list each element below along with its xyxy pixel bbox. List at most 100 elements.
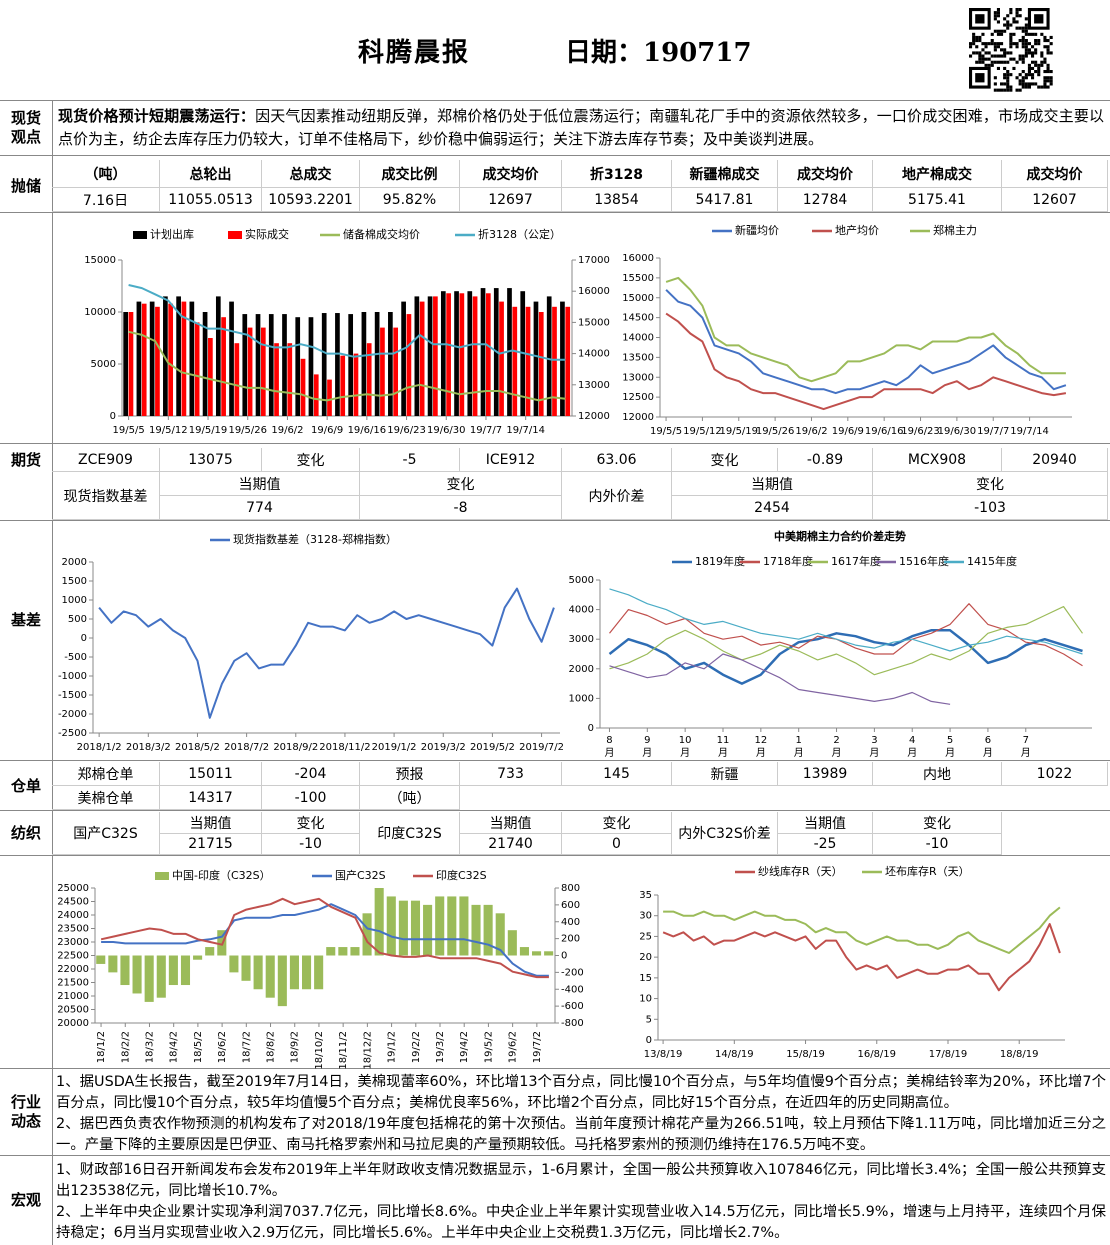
basis-section [0, 520, 1110, 760]
table-cell: 20940 [1002, 448, 1108, 472]
qr-module [1003, 54, 1007, 58]
qr-module [1021, 82, 1025, 86]
table-cell: 美棉仓单 [52, 786, 160, 810]
qr-module [987, 42, 991, 46]
table-cell: 13989 [778, 762, 873, 786]
table-cell: 12607 [1002, 188, 1108, 212]
qr-module [1012, 17, 1016, 21]
table-cell: 印度C32S [360, 812, 460, 855]
qr-module [1024, 26, 1028, 30]
table-cell: -5 [360, 448, 460, 472]
qr-module [1012, 66, 1016, 70]
qr-module [1046, 66, 1050, 70]
qr-module [987, 51, 991, 55]
qr-module [1009, 88, 1013, 92]
section-label: 纺织 [10, 824, 41, 842]
qr-module [1006, 70, 1010, 74]
table-cell: 现货指数基差 [52, 472, 160, 520]
qr-module [993, 29, 997, 33]
qr-module [987, 63, 991, 67]
qr-module [1003, 17, 1007, 21]
table-cell: -8 [360, 496, 562, 520]
qr-module [996, 11, 1000, 15]
qr-module [990, 39, 994, 43]
qr-module [1003, 66, 1007, 70]
qr-module [969, 54, 973, 58]
qr-module [1034, 32, 1038, 36]
qr-module [1024, 48, 1028, 52]
qr-finder [1034, 14, 1044, 24]
table-cell: 地产棉成交 [873, 160, 1002, 188]
table-cell: 2454 [672, 496, 873, 520]
qr-module [1046, 39, 1050, 43]
qr-module [1015, 26, 1019, 30]
section-label: 期货 [10, 450, 41, 469]
qr-module [1012, 42, 1016, 46]
qr-module [1009, 73, 1013, 77]
macro-section [0, 1155, 1110, 1245]
qr-module [1009, 35, 1013, 39]
qr-module [1018, 79, 1022, 83]
qr-module [1018, 57, 1022, 61]
qr-module [1027, 48, 1031, 52]
qr-module [1012, 32, 1016, 36]
qr-module [978, 60, 982, 64]
qr-module [972, 39, 976, 43]
table-cell: 成交均价 [460, 160, 562, 188]
qr-module [1006, 51, 1010, 55]
table-cell: -0.89 [778, 448, 873, 472]
qr-module [1049, 35, 1053, 39]
table-cell: 21715 [160, 834, 262, 855]
qr-module [1018, 39, 1022, 43]
qr-module [1046, 85, 1050, 89]
table-cell: 7.16日 [52, 188, 160, 212]
qr-module [1000, 54, 1004, 58]
table-cell: 当期值 [672, 472, 873, 496]
qr-module [1027, 42, 1031, 46]
qr-module [984, 42, 988, 46]
qr-module [1006, 60, 1010, 64]
qr-module [993, 82, 997, 86]
qr-module [1015, 88, 1019, 92]
qr-module [993, 17, 997, 21]
qr-module [984, 51, 988, 55]
qr-module [1024, 76, 1028, 80]
qr-module [1031, 51, 1035, 55]
qr-module [1027, 63, 1031, 67]
storage-section [0, 155, 1110, 212]
qr-module [1015, 11, 1019, 15]
qr-module [972, 42, 976, 46]
qr-module [996, 14, 1000, 18]
qr-module [1037, 63, 1041, 67]
table-cell: 733 [460, 762, 562, 786]
qr-module [1043, 35, 1047, 39]
table-cell: 总轮出 [160, 160, 262, 188]
section-label: 抛储 [10, 176, 41, 195]
qr-module [978, 51, 982, 55]
qr-module [993, 76, 997, 80]
table-cell: 12697 [460, 188, 562, 212]
industry-section [0, 1068, 1110, 1155]
qr-module [1040, 85, 1044, 89]
qr-module [984, 63, 988, 67]
qr-module [1000, 88, 1004, 92]
qr-module [1024, 23, 1028, 27]
table-cell: 新疆 [672, 762, 778, 786]
table-cell: 变化 [360, 472, 562, 496]
qr-module [1015, 8, 1019, 12]
qr-module [1031, 45, 1035, 49]
table-cell: ICE912 [460, 448, 562, 472]
qr-module [1018, 26, 1022, 30]
qr-module [1018, 14, 1022, 18]
qr-module [1000, 32, 1004, 36]
qr-module [1046, 48, 1050, 52]
qr-module [996, 20, 1000, 24]
qr-module [1037, 70, 1041, 74]
qr-module [1021, 79, 1025, 83]
qr-module [1040, 63, 1044, 67]
qr-module [1018, 8, 1022, 12]
table-cell: -10 [873, 834, 1002, 855]
table-cell: -103 [873, 496, 1108, 520]
qr-module [993, 54, 997, 58]
qr-module [1018, 54, 1022, 58]
